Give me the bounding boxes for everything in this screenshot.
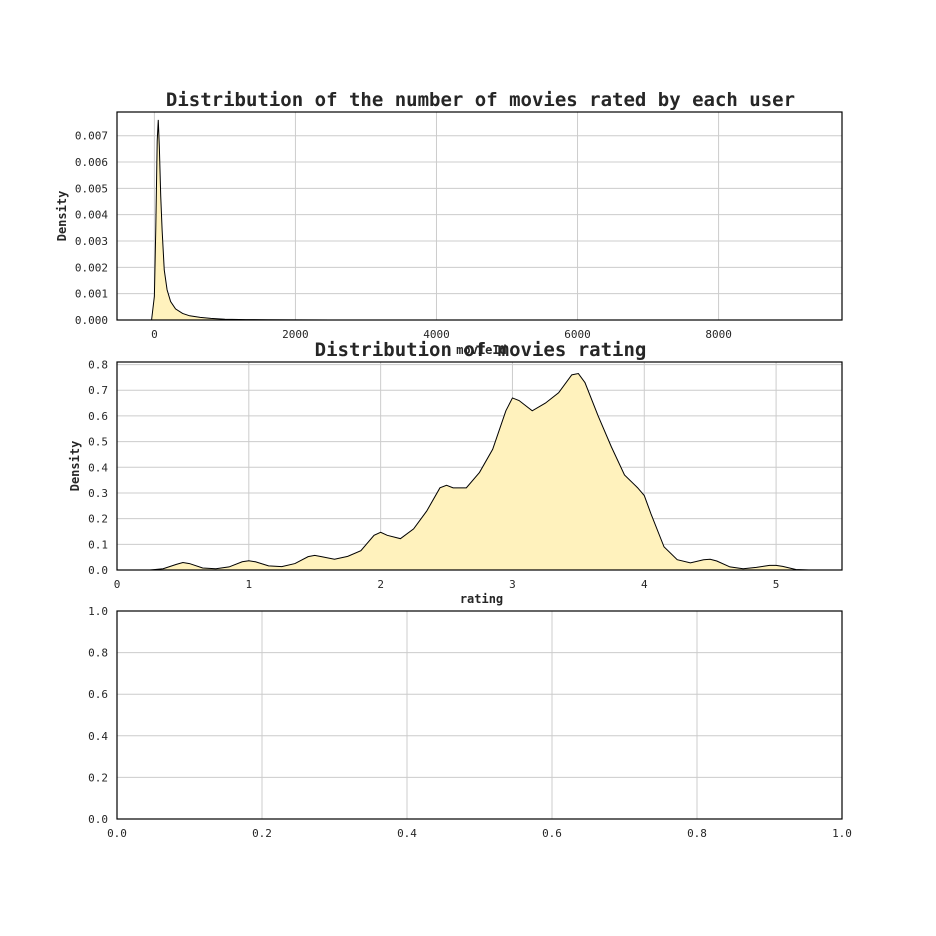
x-tick-label: 0.4 [397, 827, 417, 840]
axes-frame [116, 610, 843, 820]
y-tick-label: 0.001 [75, 288, 108, 301]
x-axis-label: rating [460, 592, 503, 606]
x-tick-label: 3 [509, 578, 516, 591]
x-tick-label: 4 [641, 578, 648, 591]
density-area [151, 119, 366, 321]
subplot-2: 0 1 2 3 4 5 0.0 0.1 0.2 0.3 0.4 0.5 0.6 0.7 0.8 Density… [68, 339, 843, 606]
subplot-1: 0 2000 4000 6000 8000 0.000 0.001 0.002 0.003 0.0… [55, 89, 843, 357]
x-tick-label: 0 [114, 578, 121, 591]
x-tick-label: 0.0 [107, 827, 127, 840]
density-curve [151, 119, 366, 321]
y-tick-label: 0.002 [75, 261, 108, 274]
x-tick-label: 2000 [282, 328, 309, 341]
y-axis-label: Density [68, 441, 82, 492]
x-tick-label: 8000 [705, 328, 732, 341]
chart-title: Distribution of the number of movies rat… [166, 89, 795, 111]
x-tick-label: 0.8 [687, 827, 707, 840]
y-tick-label: 0.4 [88, 461, 108, 474]
y-tick-label: 0.2 [88, 771, 108, 784]
x-tick-label: 5 [773, 578, 780, 591]
y-tick-label: 0.7 [88, 384, 108, 397]
y-tick-label: 0.004 [75, 209, 108, 222]
y-tick-label: 0.1 [88, 538, 108, 551]
y-tick-label: 0.6 [88, 688, 108, 701]
density-curve [149, 373, 810, 571]
y-axis-label: Density [55, 191, 69, 242]
x-tick-label: 0.6 [542, 827, 562, 840]
x-tick-label: 4000 [423, 328, 450, 341]
y-tick-label: 0.007 [75, 130, 108, 143]
x-tick-label: 2 [377, 578, 384, 591]
x-tick-label: 1.0 [832, 827, 852, 840]
chart-title: Distribution of movies rating [315, 339, 647, 361]
x-tick-label: 6000 [564, 328, 591, 341]
x-axis-label: movieId [456, 343, 507, 357]
y-tick-label: 0.0 [88, 813, 108, 826]
density-area [149, 373, 810, 570]
y-tick-label: 1.0 [88, 605, 108, 618]
y-tick-label: 0.000 [75, 314, 108, 327]
y-tick-label: 0.4 [88, 730, 108, 743]
y-tick-label: 0.3 [88, 487, 108, 500]
x-tick-label: 0 [151, 328, 158, 341]
y-tick-label: 0.5 [88, 436, 108, 449]
subplot-3: 0.0 0.2 0.4 0.6 0.8 1.0 0.0 0.2 0.4 0.6 0.8 1.0 [88, 605, 852, 840]
y-tick-label: 0.2 [88, 513, 108, 526]
y-tick-label: 0.6 [88, 410, 108, 423]
x-tick-label: 1 [246, 578, 253, 591]
axes-frame [116, 361, 843, 571]
y-tick-label: 0.005 [75, 182, 108, 195]
y-tick-label: 0.003 [75, 235, 108, 248]
y-tick-label: 0.0 [88, 564, 108, 577]
x-tick-label: 0.2 [252, 827, 272, 840]
y-tick-label: 0.8 [88, 359, 108, 372]
axes-frame [116, 111, 843, 321]
y-tick-label: 0.8 [88, 647, 108, 660]
y-tick-label: 0.006 [75, 156, 108, 169]
